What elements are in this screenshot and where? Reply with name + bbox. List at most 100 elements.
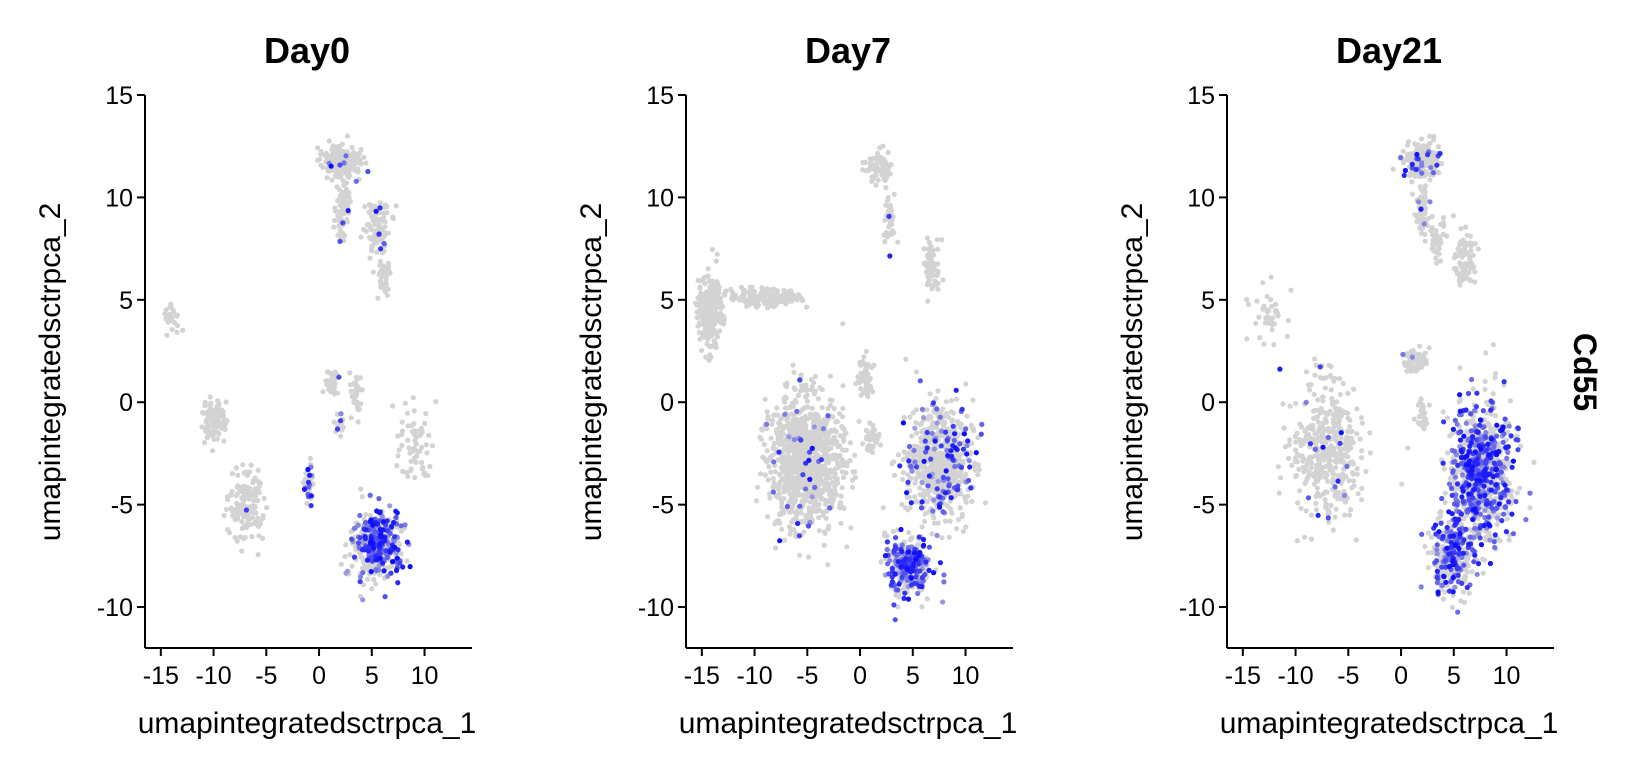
cell-point	[1314, 438, 1321, 444]
cell-point	[827, 397, 833, 403]
cell-point	[373, 567, 379, 574]
cell-point	[833, 492, 840, 498]
cell-point	[1414, 366, 1420, 372]
cell-point	[912, 425, 918, 431]
cell-point	[934, 532, 940, 539]
cell-point	[892, 571, 898, 577]
cell-point	[900, 456, 906, 462]
panel-title: Day7	[805, 30, 891, 71]
cell-point	[779, 469, 786, 475]
cell-point	[926, 567, 932, 574]
cell-point	[374, 508, 380, 514]
cell-point	[1261, 341, 1267, 347]
cell-point	[924, 407, 930, 413]
cell-point	[408, 466, 414, 472]
cell-point	[433, 399, 439, 405]
cell-point	[1425, 143, 1431, 149]
cell-point	[817, 476, 824, 482]
cell-point	[912, 494, 918, 500]
cell-point	[392, 544, 398, 551]
cell-point	[1326, 509, 1332, 516]
cell-point	[1358, 455, 1365, 461]
cell-point	[235, 472, 241, 478]
cell-point	[1306, 458, 1312, 464]
cell-point	[1294, 538, 1300, 544]
cell-point	[388, 563, 395, 569]
cell-point	[357, 579, 363, 585]
cell-point	[806, 457, 812, 463]
cell-point	[957, 441, 963, 447]
cell-point	[329, 376, 335, 383]
cell-point	[1292, 447, 1299, 453]
cell-point	[832, 474, 838, 480]
cell-point	[1418, 194, 1424, 200]
cell-point	[1319, 394, 1325, 400]
cell-point	[1284, 333, 1290, 339]
cell-point	[819, 404, 825, 411]
cell-point	[891, 191, 897, 197]
cell-point	[255, 552, 261, 558]
cell-point	[925, 483, 931, 489]
cell-point	[1431, 247, 1437, 253]
cell-point	[378, 531, 384, 537]
cell-point	[714, 303, 720, 309]
cell-point	[906, 443, 913, 450]
cell-point	[837, 433, 843, 439]
cell-point	[852, 469, 858, 475]
cell-point	[264, 505, 270, 511]
cell-point	[778, 422, 784, 428]
cell-point	[908, 463, 914, 469]
cell-point	[887, 253, 893, 259]
cell-point	[232, 534, 238, 541]
cell-point	[1367, 450, 1373, 456]
cell-point	[381, 568, 387, 574]
cell-point	[978, 431, 984, 437]
cell-point	[1275, 464, 1281, 470]
cell-point	[849, 484, 856, 490]
cell-point	[1328, 387, 1334, 393]
cell-point	[832, 466, 838, 472]
cell-point	[162, 311, 168, 317]
cell-point	[1286, 455, 1292, 461]
cell-point	[1467, 256, 1473, 262]
cell-point	[407, 564, 413, 570]
cell-point	[934, 237, 940, 243]
cell-point	[772, 296, 778, 302]
cell-point	[225, 497, 231, 503]
cell-point	[782, 405, 789, 411]
cell-point	[930, 508, 936, 514]
cell-point	[882, 239, 888, 245]
cell-point	[332, 147, 338, 153]
cell-point	[239, 519, 245, 525]
cell-point	[1306, 387, 1313, 393]
cell-point	[1328, 444, 1334, 450]
cell-point	[775, 412, 781, 418]
cell-point	[357, 512, 363, 519]
cell-point	[917, 549, 923, 556]
cell-point	[1276, 490, 1282, 496]
cell-point	[370, 218, 376, 224]
cell-point	[889, 461, 895, 467]
cell-point	[888, 208, 895, 214]
cell-point	[706, 278, 713, 284]
cell-point	[755, 484, 761, 490]
cell-point	[1436, 242, 1442, 248]
cell-point	[394, 463, 400, 469]
cell-point	[697, 320, 703, 326]
cell-point	[378, 540, 384, 547]
cell-point	[949, 510, 955, 516]
cell-point	[210, 448, 216, 454]
panel-title: Day0	[264, 30, 350, 71]
cell-point	[729, 296, 735, 302]
cell-point	[866, 442, 872, 449]
cell-point	[1438, 221, 1444, 227]
cell-point	[363, 511, 369, 518]
cell-point	[337, 150, 343, 156]
cell-point	[934, 486, 940, 492]
cell-point	[791, 431, 798, 437]
cell-point	[400, 564, 406, 570]
cell-point	[908, 582, 915, 588]
cell-point	[308, 503, 314, 509]
cell-point	[794, 408, 800, 414]
cell-point	[380, 250, 386, 256]
